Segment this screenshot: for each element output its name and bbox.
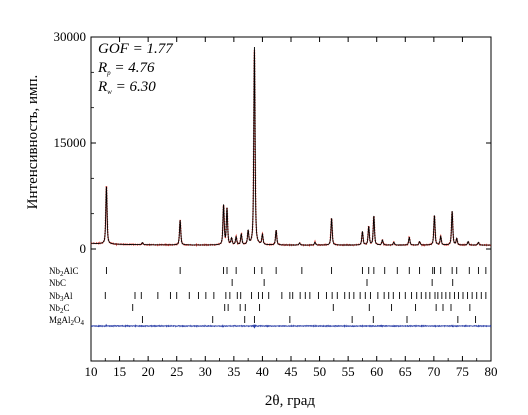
x-tick-label: 60	[370, 364, 383, 379]
phase-label: Nb2C	[49, 303, 70, 315]
x-tick-label: 50	[313, 364, 326, 379]
x-tick-label: 75	[456, 364, 469, 379]
calculated-pattern	[90, 46, 491, 246]
x-tick-label: 80	[485, 364, 498, 379]
x-tick-label: 70	[427, 364, 440, 379]
pattern-curves	[90, 46, 492, 329]
x-axis-title: 2θ, град	[265, 393, 315, 409]
rw-annotation: Rw = 6.30	[97, 79, 156, 96]
x-tick-label: 35	[227, 364, 240, 379]
phase-label: Nb2AlC	[49, 266, 79, 278]
x-tick-label: 30	[199, 364, 212, 379]
gof-annotation: GOF = 1.77	[98, 41, 174, 57]
phase-label: NbC	[49, 278, 66, 288]
x-tick-label: 45	[285, 364, 298, 379]
plot-axes: 10 15 20 25 30 35 40 45 50 55 60 65 70 75 80 0 15000 3000…	[54, 29, 498, 379]
x-tick-label: 10	[85, 364, 98, 379]
x-tick-label: 55	[342, 364, 355, 379]
y-axis-title: Интенсивность, имп.	[25, 75, 41, 210]
reflection-ticks	[104, 267, 487, 323]
rp-annotation: Rp = 4.76	[97, 60, 155, 77]
x-tick-label: 20	[142, 364, 155, 379]
x-tick-label: 15	[113, 364, 126, 379]
phase-label: MgAl2O4	[49, 315, 85, 327]
x-tick-label: 40	[256, 364, 269, 379]
y-tick-label: 0	[80, 241, 87, 256]
x-tick-label: 25	[170, 364, 183, 379]
y-tick-label: 30000	[54, 29, 87, 44]
y-tick-label: 15000	[54, 135, 87, 150]
phase-label: Nb3Al	[49, 291, 73, 303]
x-tick-label: 65	[399, 364, 412, 379]
